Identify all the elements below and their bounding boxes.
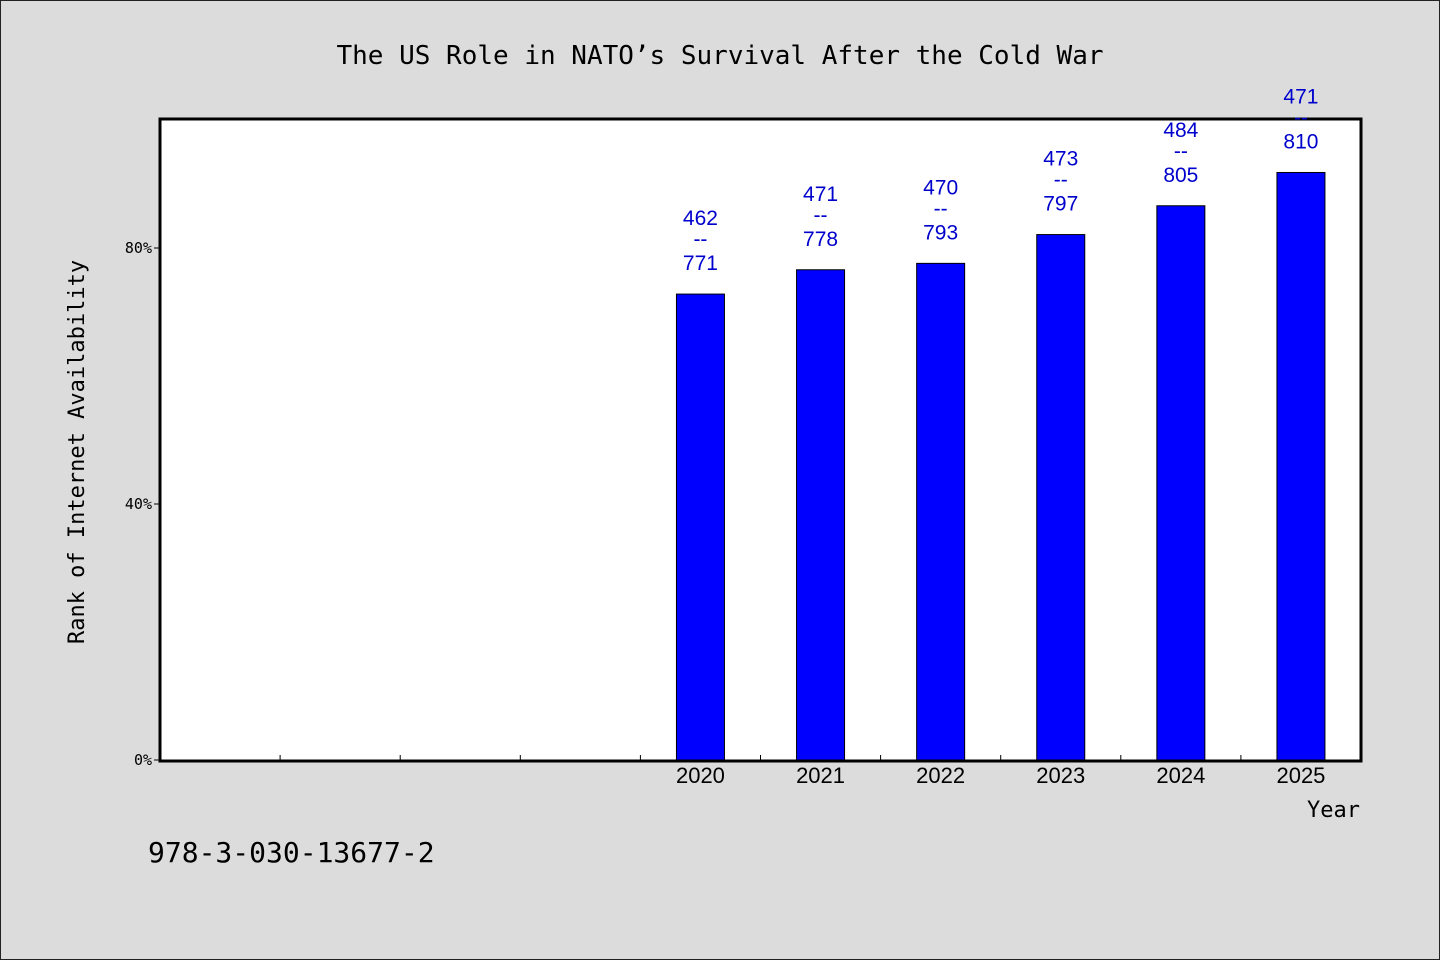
bar <box>916 262 966 761</box>
y-axis-label: Rank of Internet Availability <box>65 260 90 644</box>
bar <box>675 293 725 761</box>
footnote-isbn: 978-3-030-13677-2 <box>148 836 435 869</box>
bar <box>1276 171 1326 761</box>
bar-label-bottom: 778 <box>803 228 838 251</box>
bar-label-bottom: 805 <box>1163 164 1198 187</box>
bar <box>796 269 846 761</box>
bar-series <box>675 171 1326 761</box>
bar-label-separator: -- <box>693 228 707 251</box>
bar-label-separator: -- <box>814 204 828 227</box>
x-tick-label: 2022 <box>916 763 965 788</box>
bar-label-separator: -- <box>934 197 948 220</box>
bar-label-bottom: 793 <box>923 221 958 244</box>
x-tick-label: 2021 <box>796 763 845 788</box>
bar-label-bottom: 797 <box>1043 193 1078 216</box>
bar <box>1156 205 1206 761</box>
x-axis-label: Year <box>1307 798 1360 823</box>
bar-data-labels: 771--462778--471793--470797--473805--484… <box>683 85 1319 275</box>
bar-label-separator: -- <box>1174 140 1188 163</box>
bar <box>1036 234 1086 761</box>
chart-title: The US Role in NATO’s Survival After the… <box>336 41 1103 71</box>
bar-label-top: 471 <box>803 183 838 206</box>
bar-label-bottom: 810 <box>1283 130 1318 153</box>
y-axis-ticks: 0% 40% 80% <box>125 239 160 769</box>
bar-label-top: 462 <box>683 207 718 230</box>
x-tick-label: 2024 <box>1156 763 1205 788</box>
x-tick-label: 2020 <box>676 763 725 788</box>
y-tick-label: 0% <box>134 751 152 769</box>
x-axis-ticks: 2020 2021 2022 2023 2024 2025 <box>279 755 1325 788</box>
x-tick-label: 2025 <box>1276 763 1325 788</box>
bar-label-top: 473 <box>1043 148 1078 171</box>
y-tick-label: 80% <box>125 239 152 257</box>
x-tick-label: 2023 <box>1036 763 1085 788</box>
y-tick-label: 40% <box>125 495 152 513</box>
bar-label-top: 470 <box>923 176 958 199</box>
bar-label-top: 484 <box>1163 119 1198 142</box>
bar-label-separator: -- <box>1294 106 1308 129</box>
bar-label-bottom: 771 <box>683 252 718 275</box>
bar-label-separator: -- <box>1054 169 1068 192</box>
bar-label-top: 471 <box>1283 85 1318 108</box>
